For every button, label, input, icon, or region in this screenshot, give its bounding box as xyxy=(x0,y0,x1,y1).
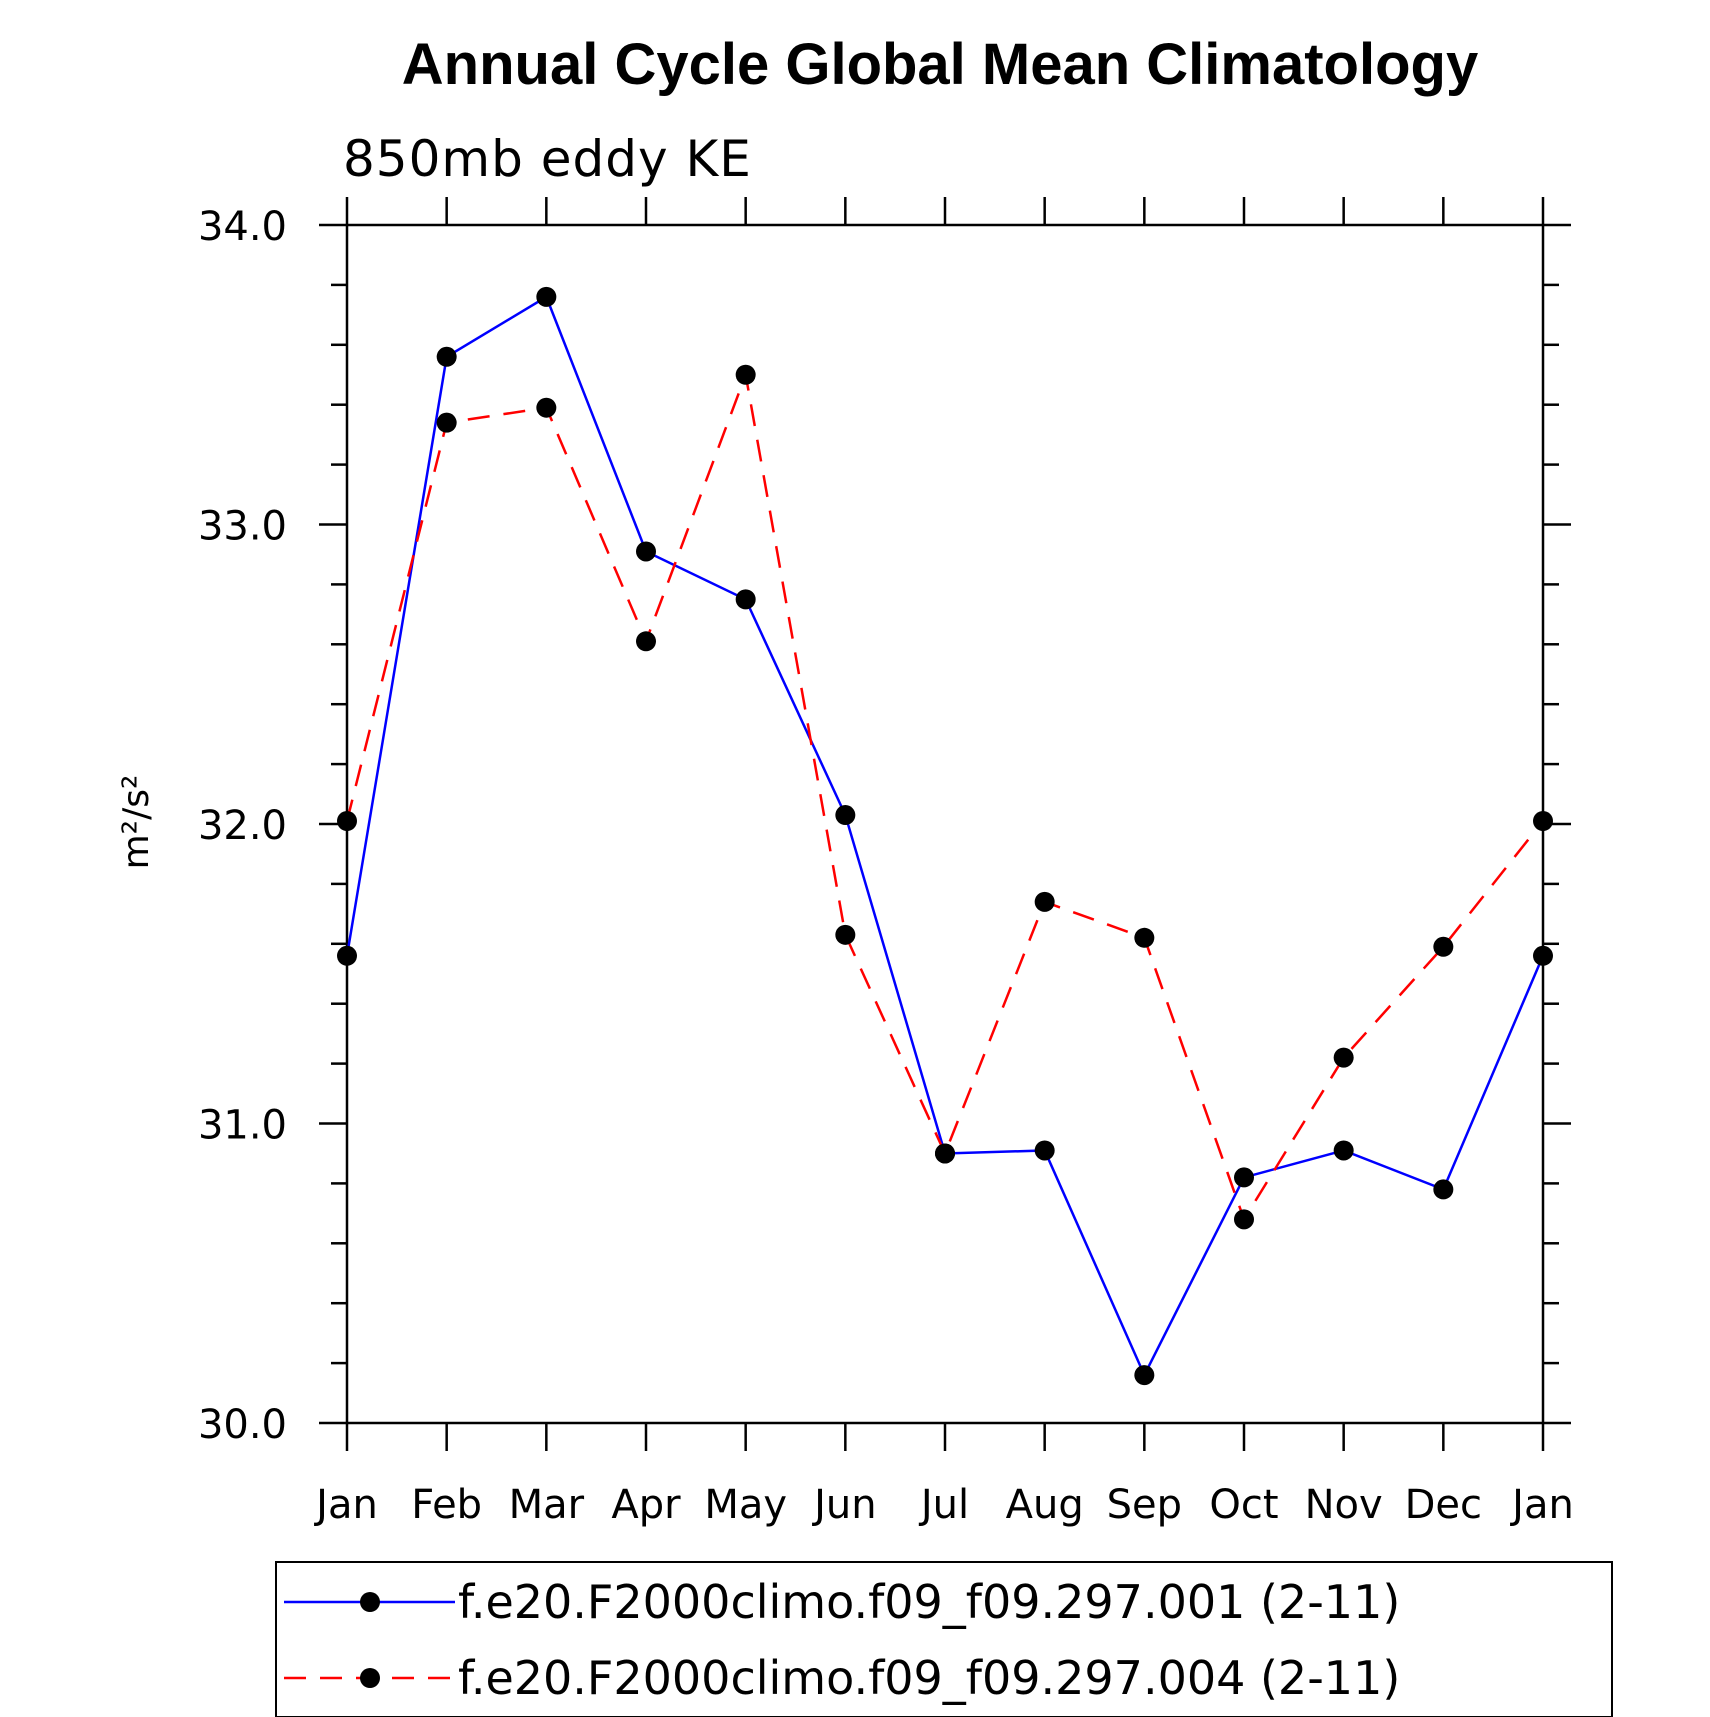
legend-marker-1 xyxy=(360,1592,380,1612)
x-tick-label: Jun xyxy=(811,1482,877,1528)
data-point xyxy=(835,805,856,826)
series-line xyxy=(345,295,1545,1378)
y-axis-label: m²/s² xyxy=(116,775,157,870)
x-tick-label: Dec xyxy=(1405,1482,1482,1528)
data-point xyxy=(735,589,756,610)
x-tick-label: Jan xyxy=(1509,1482,1574,1528)
data-point xyxy=(1433,936,1454,957)
data-point xyxy=(935,1143,955,1164)
x-tick-label: Jan xyxy=(313,1482,378,1528)
data-point xyxy=(1533,811,1553,832)
legend-marker-2 xyxy=(360,1668,380,1688)
data-point xyxy=(536,286,557,307)
data-point xyxy=(337,811,357,832)
data-point xyxy=(1034,891,1055,912)
data-point xyxy=(735,364,756,385)
legend-label-2: f.e20.F2000climo.f09_f09.297.004 (2-11) xyxy=(458,1651,1400,1705)
x-tick-label: Apr xyxy=(611,1482,681,1528)
axis-ticks xyxy=(319,197,1571,1451)
chart-subtitle: 850mb eddy KE xyxy=(343,130,752,188)
data-point xyxy=(436,346,457,367)
x-tick-label: Mar xyxy=(509,1482,585,1528)
x-tick-label: Aug xyxy=(1006,1482,1084,1528)
data-point xyxy=(1134,1365,1155,1386)
data-point xyxy=(1533,945,1553,966)
x-tick-label: Jul xyxy=(918,1482,969,1528)
series-layer xyxy=(337,286,1553,1386)
y-tick-label: 33.0 xyxy=(198,504,287,550)
y-tick-label: 34.0 xyxy=(198,204,287,250)
legend-box xyxy=(275,1561,1613,1717)
data-point xyxy=(835,924,856,945)
series-1 xyxy=(337,286,1553,1386)
data-point xyxy=(536,397,557,418)
x-tick-label: Oct xyxy=(1209,1482,1278,1528)
plot-border xyxy=(345,223,1545,1425)
x-tick-label: Nov xyxy=(1305,1482,1383,1528)
legend: f.e20.F2000climo.f09_f09.297.001 (2-11) f… xyxy=(275,1561,1613,1717)
data-point xyxy=(1333,1140,1354,1161)
data-point xyxy=(436,412,457,433)
data-point xyxy=(1234,1167,1254,1188)
series-2 xyxy=(337,364,1553,1230)
data-point xyxy=(1034,1140,1055,1161)
y-tick-label: 32.0 xyxy=(198,803,287,849)
data-point xyxy=(1333,1047,1354,1068)
data-point xyxy=(636,631,656,652)
data-point xyxy=(337,945,357,966)
data-point xyxy=(1134,927,1155,948)
y-tick-label: 31.0 xyxy=(198,1103,287,1149)
x-tick-label: Feb xyxy=(411,1482,482,1528)
data-point xyxy=(1433,1179,1454,1200)
legend-label-1: f.e20.F2000climo.f09_f09.297.001 (2-11) xyxy=(458,1575,1400,1629)
data-point xyxy=(636,541,656,562)
y-tick-label: 30.0 xyxy=(198,1402,287,1448)
x-tick-labels: Jan Feb Mar Apr May Jun Jul Aug Sep Oct Nov Dec Jan xyxy=(313,1482,1574,1528)
plot-frame xyxy=(345,223,1545,1425)
x-tick-label: Sep xyxy=(1107,1482,1182,1528)
series-line xyxy=(345,370,1544,1223)
chart-title: Annual Cycle Global Mean Climatology xyxy=(402,32,1478,97)
x-tick-label: May xyxy=(704,1482,787,1528)
y-tick-labels: 30.0 31.0 32.0 33.0 34.0 xyxy=(198,204,287,1448)
data-point xyxy=(1234,1209,1254,1230)
